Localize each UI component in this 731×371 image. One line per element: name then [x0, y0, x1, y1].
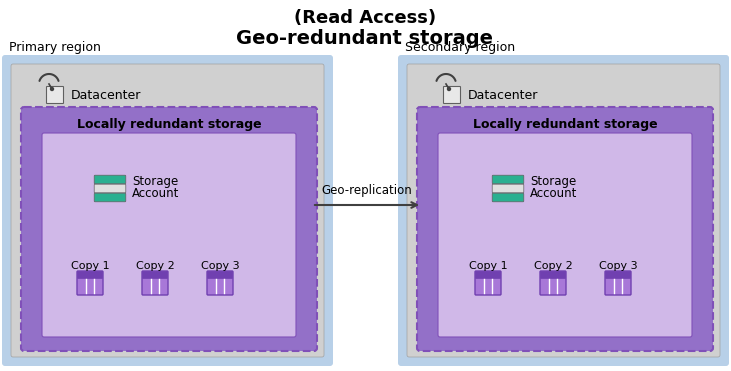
Text: Storage: Storage	[132, 174, 178, 187]
Text: (Read Access): (Read Access)	[294, 9, 436, 27]
Text: Secondary region: Secondary region	[405, 41, 515, 54]
FancyBboxPatch shape	[77, 272, 102, 279]
Text: Copy 2: Copy 2	[136, 261, 175, 271]
FancyBboxPatch shape	[77, 271, 103, 295]
FancyBboxPatch shape	[605, 271, 631, 295]
FancyBboxPatch shape	[540, 272, 566, 279]
FancyBboxPatch shape	[94, 184, 126, 193]
FancyBboxPatch shape	[492, 184, 524, 193]
FancyBboxPatch shape	[94, 175, 126, 184]
FancyBboxPatch shape	[42, 133, 296, 337]
FancyBboxPatch shape	[143, 272, 167, 279]
Text: Copy 3: Copy 3	[599, 261, 637, 271]
Text: Copy 1: Copy 1	[469, 261, 507, 271]
FancyBboxPatch shape	[11, 64, 324, 357]
Text: Copy 2: Copy 2	[534, 261, 572, 271]
FancyBboxPatch shape	[94, 193, 126, 202]
FancyBboxPatch shape	[444, 86, 461, 104]
Text: Geo-redundant storage: Geo-redundant storage	[237, 29, 493, 47]
Text: Locally redundant storage: Locally redundant storage	[473, 118, 657, 131]
Circle shape	[50, 88, 53, 91]
FancyBboxPatch shape	[492, 193, 524, 202]
Text: Primary region: Primary region	[9, 41, 101, 54]
FancyBboxPatch shape	[417, 107, 713, 351]
FancyBboxPatch shape	[540, 271, 566, 295]
FancyBboxPatch shape	[207, 271, 233, 295]
FancyBboxPatch shape	[398, 55, 729, 366]
FancyBboxPatch shape	[475, 272, 501, 279]
Circle shape	[447, 88, 450, 91]
FancyBboxPatch shape	[208, 272, 232, 279]
Text: Copy 1: Copy 1	[71, 261, 110, 271]
Text: Geo-replication: Geo-replication	[322, 184, 412, 197]
Text: Account: Account	[132, 187, 179, 200]
Text: Account: Account	[530, 187, 577, 200]
Text: Locally redundant storage: Locally redundant storage	[77, 118, 261, 131]
FancyBboxPatch shape	[605, 272, 631, 279]
FancyBboxPatch shape	[47, 86, 64, 104]
Text: Datacenter: Datacenter	[468, 89, 538, 102]
FancyBboxPatch shape	[21, 107, 317, 351]
Text: Copy 3: Copy 3	[201, 261, 239, 271]
FancyBboxPatch shape	[438, 133, 692, 337]
FancyBboxPatch shape	[142, 271, 168, 295]
Text: Storage: Storage	[530, 174, 576, 187]
FancyBboxPatch shape	[407, 64, 720, 357]
FancyBboxPatch shape	[492, 175, 524, 184]
FancyBboxPatch shape	[2, 55, 333, 366]
FancyBboxPatch shape	[475, 271, 501, 295]
Text: Datacenter: Datacenter	[71, 89, 141, 102]
